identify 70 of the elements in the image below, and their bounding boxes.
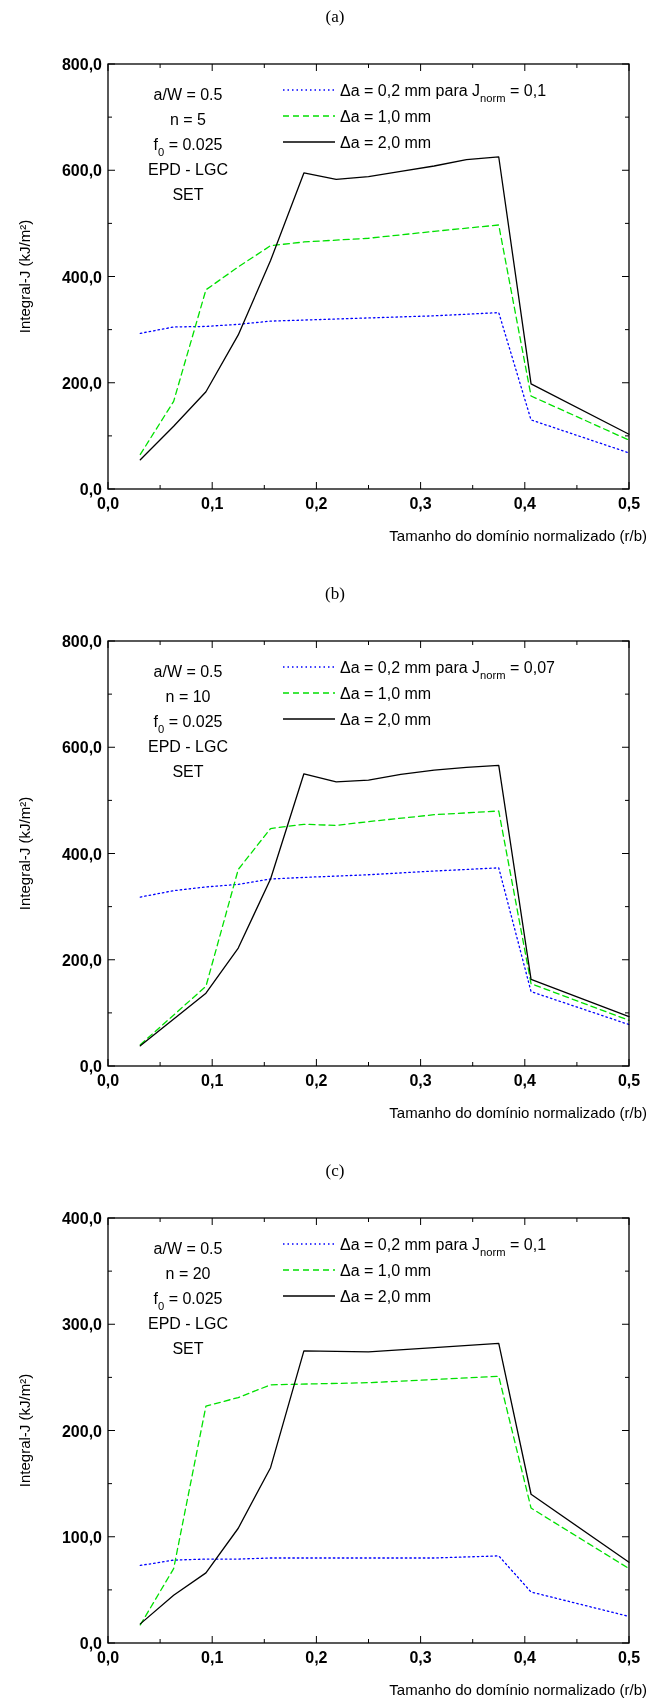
chart-title: (a) (325, 7, 345, 26)
y-axis-title: Integral-J (kJ/m²) (16, 1373, 33, 1488)
annotation: a/W = 0.5 (153, 86, 223, 103)
annotation: EPD - LGC (147, 1315, 229, 1332)
legend-label: Δa = 0,2 mm para J$_{norm}$ = 0,1 (340, 82, 547, 104)
x-tick-label: 0,0 (96, 1072, 120, 1089)
x-tick-label: 0,1 (201, 1072, 224, 1089)
chart-title: (b) (325, 584, 345, 603)
line-series (139, 311, 630, 454)
annotation: f$_{0}$ = 0.025 (153, 713, 223, 735)
y-axis-title: Integral-J (kJ/m²) (16, 219, 33, 334)
y-tick-label: 800,0 (61, 56, 103, 73)
y-tick-label: 600,0 (61, 739, 103, 757)
annotation: n = 20 (165, 1265, 211, 1282)
annotation: EPD - LGC (147, 161, 229, 178)
x-tick-label: 0,2 (305, 1072, 328, 1089)
annotation: SET (172, 1340, 204, 1357)
annotation: a/W = 0.5 (153, 663, 223, 680)
annotation: a/W = 0.5 (153, 1240, 223, 1257)
y-tick-label: 0,0 (79, 1058, 103, 1075)
y-tick-label: 0,0 (79, 481, 103, 498)
line-series (139, 867, 630, 1026)
y-axis-title: Integral-J (kJ/m²) (16, 796, 33, 911)
x-axis-title: Tamanho do domínio normalizado (r/b) (389, 1681, 647, 1698)
x-tick-label: 0,3 (409, 1072, 432, 1089)
line-series (139, 1555, 630, 1618)
legend-label: Δa = 1,0 mm (340, 1262, 432, 1279)
x-tick-label: 0,0 (96, 1649, 120, 1666)
x-axis-title: Tamanho do domínio normalizado (r/b) (389, 1104, 647, 1121)
y-tick-label: 200,0 (61, 1422, 103, 1440)
chart-title: (c) (325, 1161, 345, 1180)
y-tick-label: 400,0 (61, 268, 103, 286)
x-tick-label: 0,4 (513, 1649, 537, 1666)
annotation: f$_{0}$ = 0.025 (153, 136, 223, 158)
annotation: EPD - LGC (147, 738, 229, 755)
y-tick-label: 400,0 (61, 1210, 103, 1227)
y-tick-label: 100,0 (61, 1528, 103, 1546)
x-tick-label: 0,3 (409, 495, 432, 512)
line-series (139, 224, 630, 456)
legend-label: Δa = 0,2 mm para J$_{norm}$ = 0,1 (340, 1236, 547, 1258)
annotation: SET (172, 763, 204, 780)
y-tick-label: 200,0 (61, 951, 103, 969)
annotation: SET (172, 186, 204, 203)
x-tick-label: 0,2 (305, 1649, 328, 1666)
legend-label: Δa = 1,0 mm (340, 108, 432, 125)
x-tick-label: 0,4 (513, 1072, 537, 1089)
x-tick-label: 0,0 (96, 495, 120, 512)
legend-label: Δa = 2,0 mm (340, 134, 432, 151)
x-tick-label: 0,4 (513, 495, 537, 512)
y-tick-label: 600,0 (61, 162, 103, 180)
y-tick-label: 400,0 (61, 845, 103, 863)
y-tick-label: 0,0 (79, 1635, 103, 1652)
annotation: n = 5 (169, 111, 207, 128)
y-tick-label: 300,0 (61, 1316, 103, 1334)
x-tick-label: 0,5 (617, 1072, 641, 1089)
y-tick-label: 800,0 (61, 633, 103, 650)
annotation: f$_{0}$ = 0.025 (153, 1290, 223, 1312)
legend-label: Δa = 1,0 mm (340, 685, 432, 702)
x-tick-label: 0,5 (617, 1649, 641, 1666)
legend-label: Δa = 2,0 mm (340, 711, 432, 728)
x-tick-label: 0,3 (409, 1649, 432, 1666)
annotation: n = 10 (165, 688, 211, 705)
x-tick-label: 0,5 (617, 495, 641, 512)
x-axis-title: Tamanho do domínio normalizado (r/b) (389, 527, 647, 544)
x-tick-label: 0,2 (305, 495, 328, 512)
y-tick-label: 200,0 (61, 374, 103, 392)
x-tick-label: 0,1 (201, 495, 224, 512)
legend-label: Δa = 0,2 mm para J$_{norm}$ = 0,07 (340, 659, 556, 681)
legend-label: Δa = 2,0 mm (340, 1288, 432, 1305)
x-tick-label: 0,1 (201, 1649, 224, 1666)
